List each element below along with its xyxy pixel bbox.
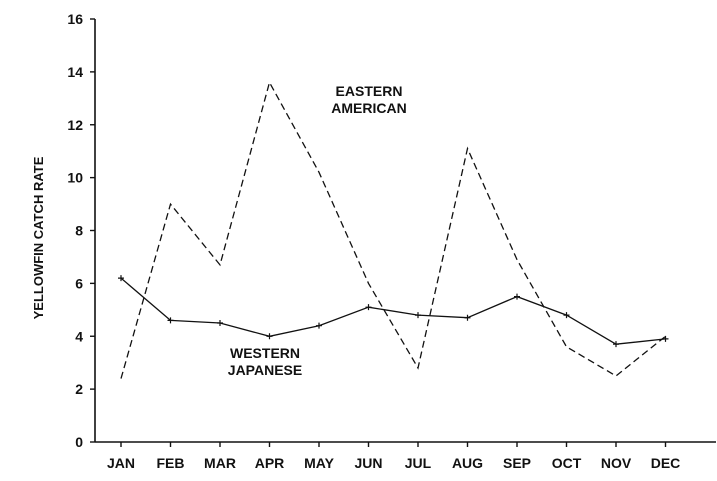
y-tick-label: 6 — [75, 275, 83, 291]
y-axis: 0 2 4 6 8 10 12 14 16 — [67, 11, 96, 450]
data-point — [365, 304, 372, 311]
y-tick-label: 4 — [75, 328, 83, 344]
x-tick-label: FEB — [157, 455, 185, 471]
series-labels: EASTERN AMERICAN WESTERN JAPANESE — [228, 83, 407, 378]
series-label-eastern-american: EASTERN AMERICAN — [331, 83, 406, 116]
y-tick-label: 14 — [67, 64, 83, 80]
data-point — [167, 317, 174, 324]
x-tick-label: OCT — [552, 455, 582, 471]
data-point — [316, 322, 322, 329]
series-western-japanese — [118, 275, 669, 348]
y-tick-label: 0 — [75, 434, 83, 450]
x-tick-label: JUL — [405, 455, 432, 471]
x-tick-label: MAR — [204, 455, 236, 471]
data-point — [514, 293, 520, 300]
data-point — [415, 312, 421, 319]
x-tick-label: JAN — [107, 455, 135, 471]
series-layer — [118, 80, 669, 379]
y-axis-label: YELLOWFIN CATCH RATE — [31, 156, 46, 319]
series-line-eastern-american — [120, 80, 666, 379]
x-tick-label: DEC — [651, 455, 681, 471]
x-tick-label: SEP — [503, 455, 531, 471]
data-point — [464, 314, 471, 321]
x-tick-label: APR — [255, 455, 285, 471]
x-tick-label: NOV — [601, 455, 632, 471]
y-tick-label: 2 — [75, 381, 83, 397]
data-point — [217, 320, 223, 327]
series-eastern-american — [120, 80, 666, 379]
x-axis: JAN FEB MAR APR MAY JUN JUL AUG SEP OCT NOV DEC — [95, 441, 716, 471]
y-tick-label: 12 — [67, 117, 83, 133]
series-line-western-japanese — [120, 277, 666, 345]
y-tick-label: 16 — [67, 11, 83, 27]
y-tick-label: 8 — [75, 223, 83, 239]
data-point — [662, 335, 669, 342]
series-label-western-japanese: WESTERN JAPANESE — [228, 345, 302, 378]
x-tick-label: MAY — [304, 455, 334, 471]
y-tick-label: 10 — [67, 170, 83, 186]
x-tick-label: AUG — [452, 455, 483, 471]
data-point — [613, 341, 619, 348]
data-point — [118, 275, 124, 282]
data-point — [563, 312, 570, 319]
data-point — [266, 333, 273, 340]
x-tick-label: JUN — [354, 455, 382, 471]
